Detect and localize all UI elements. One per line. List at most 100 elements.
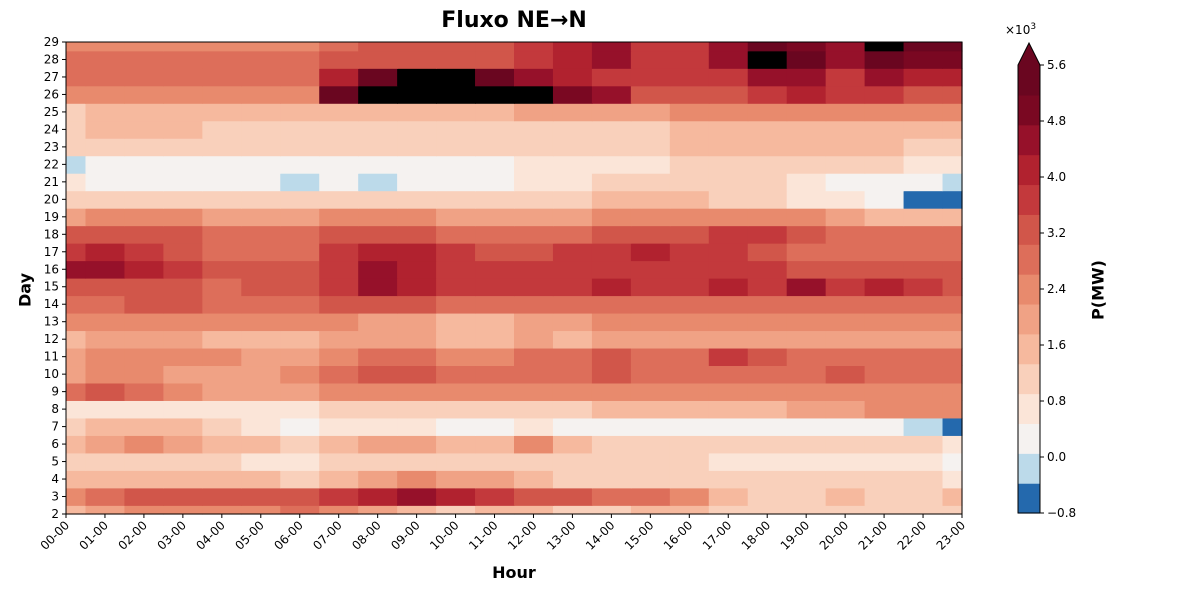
x-tick-label: 03-00	[154, 518, 189, 553]
y-tick-label: 2	[51, 507, 59, 521]
heatmap-cell	[514, 243, 554, 262]
colorbar-tick-label: 0.0	[1047, 450, 1066, 464]
heatmap-cell	[124, 50, 164, 69]
heatmap-cell	[514, 312, 554, 332]
heatmap-cell	[630, 138, 671, 157]
heatmap-cell	[630, 365, 671, 384]
heatmap-cell	[708, 243, 749, 262]
heatmap-cell	[825, 295, 866, 314]
heatmap-cell	[202, 243, 242, 262]
heatmap-cell	[85, 382, 126, 401]
x-tick-label: 04-00	[193, 518, 228, 553]
heatmap-cell	[475, 50, 515, 69]
heatmap-cell	[747, 50, 788, 69]
heatmap-cell	[708, 103, 749, 122]
heatmap-cell	[514, 435, 554, 454]
heatmap-cell	[319, 417, 359, 436]
heatmap-cell	[825, 243, 866, 262]
heatmap-cell	[825, 85, 866, 104]
heatmap-cell	[747, 400, 788, 419]
heatmap-cell	[475, 225, 515, 244]
heatmap-cell	[864, 155, 905, 174]
heatmap-cell	[786, 452, 827, 471]
heatmap-cell	[552, 365, 593, 384]
heatmap-cell	[630, 243, 671, 262]
y-tick-label: 4	[51, 472, 59, 486]
heatmap-cell	[280, 138, 320, 157]
heatmap-cell	[669, 382, 710, 401]
heatmap-cell	[319, 470, 359, 489]
heatmap-cell	[241, 173, 281, 192]
heatmap-cell	[436, 382, 476, 401]
heatmap-cell	[85, 138, 126, 157]
heatmap-cell	[436, 155, 476, 174]
colorbar-scale: ×103	[1005, 22, 1036, 37]
heatmap-cell	[942, 435, 963, 454]
heatmap-cell	[514, 452, 554, 471]
heatmap-cell	[514, 400, 554, 419]
heatmap-cell	[786, 173, 827, 192]
heatmap-cell	[163, 50, 203, 69]
heatmap-cell	[358, 347, 398, 367]
heatmap-cell	[319, 225, 359, 244]
x-tick-label: 01-00	[77, 518, 112, 553]
heatmap-cell	[825, 68, 866, 87]
heatmap-cell	[552, 260, 593, 279]
heatmap-cell	[397, 330, 437, 349]
heatmap-cell	[280, 435, 320, 454]
heatmap-cell	[436, 312, 476, 332]
heatmap-cell	[708, 225, 749, 244]
heatmap-cell	[669, 85, 710, 104]
heatmap-cell	[85, 347, 126, 367]
heatmap-cell	[514, 225, 554, 244]
heatmap-cell	[669, 155, 710, 174]
heatmap-cell	[85, 190, 126, 209]
heatmap-cell	[66, 243, 87, 262]
y-tick-label: 6	[51, 437, 59, 451]
heatmap-cell	[903, 382, 944, 401]
y-tick-label: 5	[51, 455, 59, 469]
heatmap-cell	[436, 50, 476, 69]
heatmap-cell	[942, 138, 963, 157]
heatmap-cell	[319, 85, 359, 104]
heatmap-cell	[708, 382, 749, 401]
heatmap-cell	[747, 278, 788, 297]
heatmap-cell	[397, 347, 437, 367]
heatmap-cell	[475, 452, 515, 471]
heatmap-cell	[163, 225, 203, 244]
heatmap-cell	[708, 505, 749, 515]
colorbar-band	[1018, 423, 1040, 454]
heatmap-cell	[319, 382, 359, 401]
heatmap-cell	[552, 120, 593, 139]
heatmap-cell	[942, 347, 963, 367]
colorbar: −0.8 0.0 0.8 1.6 2.4 3.2 4.0 4.8 5.6	[1017, 41, 1076, 520]
heatmap-cell	[202, 278, 242, 297]
heatmap-cell	[436, 365, 476, 384]
heatmap-cell	[163, 68, 203, 87]
heatmap-cell	[397, 225, 437, 244]
x-tick-label: 22-00	[895, 518, 930, 553]
heatmap-cell	[786, 243, 827, 262]
x-tick-label: 02-00	[115, 518, 150, 553]
heatmap-cell	[241, 400, 281, 419]
heatmap-cell	[864, 138, 905, 157]
heatmap-cell	[942, 365, 963, 384]
heatmap-cell	[942, 225, 963, 244]
heatmap-cell	[669, 470, 710, 489]
heatmap-cell	[124, 505, 164, 515]
heatmap-cell	[864, 120, 905, 139]
heatmap-cell	[280, 382, 320, 401]
heatmap-cell	[397, 243, 437, 262]
heatmap-cell	[669, 103, 710, 122]
heatmap-cell	[591, 155, 632, 174]
heatmap-cell	[903, 50, 944, 69]
heatmap-cell	[85, 417, 126, 436]
heatmap-cell	[514, 470, 554, 489]
heatmap-cell	[319, 260, 359, 279]
heatmap-cell	[124, 190, 164, 209]
heatmap-cell	[85, 42, 126, 52]
heatmap-cell	[241, 470, 281, 489]
heatmap-cell	[202, 452, 242, 471]
heatmap-cell	[163, 365, 203, 384]
heatmap-cell	[475, 173, 515, 192]
